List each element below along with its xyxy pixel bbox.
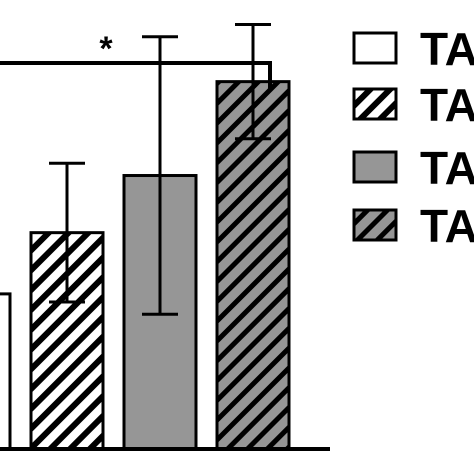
bar-1: [0, 292, 12, 451]
legend-item-3: TA: [352, 142, 474, 194]
significance-bracket: *: [0, 30, 272, 90]
legend-label-3: TA: [420, 142, 474, 194]
legend-item-1: TA: [352, 23, 474, 75]
legend-swatch-4: [352, 208, 398, 242]
significance-label: *: [99, 30, 113, 68]
legend-label-2: TA: [420, 79, 474, 131]
legend-item-4: TA: [352, 200, 474, 252]
legend-item-2: TA: [352, 79, 474, 131]
legend-label-1: TA: [420, 23, 474, 75]
legend-label-4: TA: [420, 200, 474, 252]
error-bar-3: [142, 35, 178, 316]
error-bar-4: [235, 22, 271, 141]
legend-swatch-2: [352, 87, 398, 121]
legend-swatch-1: [352, 31, 398, 65]
bars-group: [0, 80, 291, 451]
error-bars-group: [49, 22, 271, 316]
legend-swatch-3: [352, 150, 398, 184]
significance-line: [0, 61, 272, 90]
error-bar-2: [49, 161, 85, 304]
